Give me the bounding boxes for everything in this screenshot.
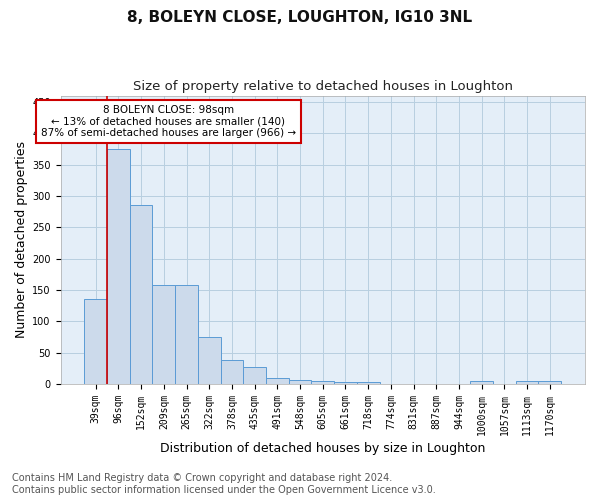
Text: Contains HM Land Registry data © Crown copyright and database right 2024.
Contai: Contains HM Land Registry data © Crown c… [12, 474, 436, 495]
Bar [221, 360, 243, 384]
Bar [85, 300, 107, 384]
Bar [266, 378, 289, 384]
Bar [198, 337, 221, 384]
Text: 8, BOLEYN CLOSE, LOUGHTON, IG10 3NL: 8, BOLEYN CLOSE, LOUGHTON, IG10 3NL [127, 10, 473, 25]
Bar [107, 149, 130, 384]
Bar [516, 381, 538, 384]
Text: 8 BOLEYN CLOSE: 98sqm
← 13% of detached houses are smaller (140)
87% of semi-det: 8 BOLEYN CLOSE: 98sqm ← 13% of detached … [41, 105, 296, 138]
Bar [470, 381, 493, 384]
Bar [175, 285, 198, 384]
Title: Size of property relative to detached houses in Loughton: Size of property relative to detached ho… [133, 80, 513, 93]
Bar [130, 206, 152, 384]
Bar [289, 380, 311, 384]
Bar [243, 368, 266, 384]
Bar [357, 382, 380, 384]
X-axis label: Distribution of detached houses by size in Loughton: Distribution of detached houses by size … [160, 442, 485, 455]
Bar [311, 381, 334, 384]
Bar [538, 381, 561, 384]
Bar [334, 382, 357, 384]
Bar [152, 285, 175, 384]
Y-axis label: Number of detached properties: Number of detached properties [15, 142, 28, 338]
